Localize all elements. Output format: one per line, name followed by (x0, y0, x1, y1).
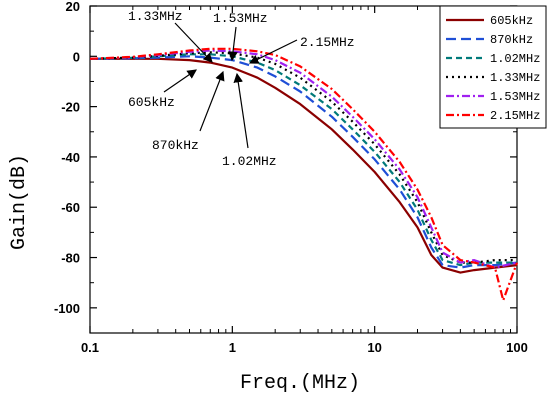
annotations: 1.33MHz 1.53MHz 2.15MHz 605kHz 870kHz 1.02MHz (128, 9, 355, 169)
legend: 605kHz 870kHz 1.02MHz 1.33MHz 1.53MHz 2.15MHz (439, 5, 547, 129)
series-line-0 (90, 57, 518, 274)
y-tick-label: -100 (54, 301, 80, 316)
annotation-arrow (248, 39, 298, 64)
series-line-2 (89, 53, 517, 267)
annotation-label: 1.02MHz (222, 154, 277, 169)
legend-label-5: 2.15MHz (490, 109, 540, 123)
legend-box (439, 5, 547, 129)
x-tick-label: 10 (367, 340, 381, 355)
annotation-label: 605kHz (128, 95, 175, 110)
legend-label-2: 1.02MHz (490, 52, 540, 66)
y-tick-label: -80 (61, 251, 80, 266)
annotation-label: 870kHz (152, 138, 199, 153)
annotation-label: 1.33MHz (128, 9, 183, 24)
x-tick-label: 1 (229, 340, 236, 355)
y-tick-label: 20 (66, 0, 80, 14)
legend-label-3: 1.33MHz (490, 71, 540, 85)
y-axis-title: Gain(dB) (8, 154, 31, 250)
x-axis-title: Freq.(MHz) (240, 372, 360, 395)
legend-label-0: 605kHz (490, 14, 533, 28)
annotation-label: 1.53MHz (213, 11, 268, 26)
series-curves (89, 47, 519, 302)
series-line-4 (89, 49, 518, 269)
y-tick-label: -40 (61, 150, 80, 165)
annotation-arrow (163, 69, 197, 93)
y-tick-label: 0 (73, 49, 80, 64)
annotation-arrow (199, 70, 225, 132)
annotation-label: 2.15MHz (300, 35, 355, 50)
y-tick-label: -20 (61, 100, 80, 115)
x-tick-label: 0.1 (81, 340, 99, 355)
annotation-arrow (174, 22, 213, 63)
legend-label-1: 870kHz (490, 33, 533, 47)
annotation-arrow (228, 26, 238, 62)
series-line-1 (89, 55, 518, 269)
annotation-arrow (233, 72, 249, 149)
legend-label-4: 1.53MHz (490, 90, 540, 104)
y-tick-label: -60 (61, 200, 80, 215)
axes: 0.1 1 10 100 20 0 -20 -40 -60 -80 -100 (54, 0, 528, 355)
x-tick-label: 100 (506, 340, 528, 355)
